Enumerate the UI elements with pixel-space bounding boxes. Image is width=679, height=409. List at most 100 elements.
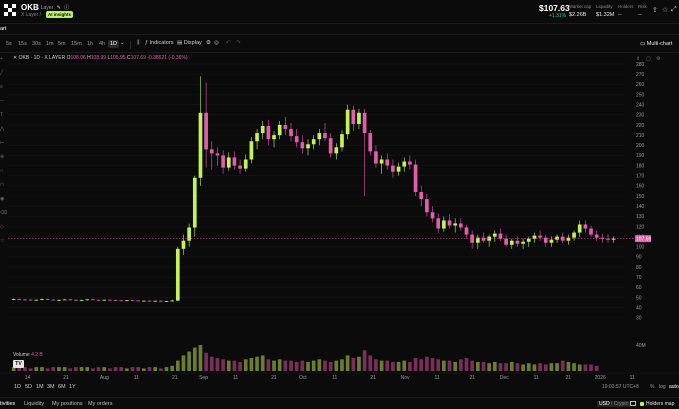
multi-chart-label: Multi-chart bbox=[646, 41, 673, 47]
volume-bar bbox=[492, 361, 497, 371]
candle-body bbox=[577, 224, 582, 233]
timeframe-1m[interactable]: 1m bbox=[46, 41, 54, 47]
candle-body bbox=[181, 240, 186, 249]
candle-body bbox=[130, 300, 135, 302]
y-tick-label: 240 bbox=[636, 102, 645, 108]
price-chart[interactable]: 3040506070809010011012013014015016017018… bbox=[0, 53, 679, 383]
stat-label: Risk bbox=[638, 4, 647, 9]
volume-bar bbox=[136, 367, 141, 371]
ruler-icon[interactable]: ⊢ bbox=[0, 140, 5, 146]
volume-bar bbox=[442, 360, 446, 371]
network-label: X Layer bbox=[36, 5, 54, 11]
gear-icon[interactable]: ⚙ bbox=[656, 56, 661, 62]
range-1d[interactable]: 1D bbox=[14, 384, 22, 390]
tab-my-orders[interactable]: My orders bbox=[88, 401, 113, 407]
move-icon[interactable]: ⇕ bbox=[636, 56, 641, 62]
candle-body bbox=[306, 144, 310, 149]
timeframe-30s[interactable]: 30s bbox=[32, 41, 41, 47]
timeframe-5m[interactable]: 5m bbox=[58, 41, 66, 47]
tradingview-logo[interactable]: TV bbox=[13, 360, 24, 368]
candle-body bbox=[289, 129, 293, 137]
x-tick-label: 11 bbox=[434, 375, 439, 381]
undo-icon[interactable]: ↶ bbox=[226, 40, 231, 46]
volume-bar bbox=[487, 363, 491, 371]
holders-map-button[interactable]: Holders map bbox=[640, 401, 674, 407]
volume-bar bbox=[447, 360, 452, 371]
range-1m[interactable]: 1M bbox=[36, 384, 44, 390]
range-bar: 1D 5D 1M 3M 6M 1Y 19:03:57 UTC+8 % log a… bbox=[0, 383, 679, 393]
timeframe-1h[interactable]: 1h bbox=[87, 41, 94, 47]
trash-icon[interactable]: ⌫ bbox=[0, 210, 8, 216]
layers-icon[interactable]: ◇ bbox=[0, 224, 4, 230]
volume-bar bbox=[204, 352, 208, 371]
currency-toggle[interactable]: USD / Crypto bbox=[597, 401, 631, 407]
x-tick-label: 21 bbox=[370, 375, 376, 381]
text-icon[interactable]: T bbox=[0, 112, 4, 118]
timeframe-1d[interactable]: 1D bbox=[108, 40, 120, 48]
eye-icon[interactable]: ◉ bbox=[0, 196, 5, 202]
candle-body bbox=[396, 166, 401, 172]
lock-icon[interactable]: ⊓ bbox=[0, 182, 4, 188]
volume-bar bbox=[396, 361, 401, 371]
expand-icon[interactable]: ⤢ bbox=[671, 6, 677, 13]
monitor-icon[interactable] bbox=[630, 401, 636, 406]
ai-insights-badge[interactable]: AI insights bbox=[46, 11, 74, 18]
star-icon[interactable]: ☆ bbox=[662, 7, 669, 14]
candle-body bbox=[498, 233, 503, 239]
range-3m[interactable]: 3M bbox=[47, 384, 55, 390]
price-change: +1.31% bbox=[549, 13, 567, 19]
candle-body bbox=[198, 112, 203, 178]
edit-icon[interactable]: ✎ bbox=[56, 5, 61, 11]
share-icon[interactable]: ⇪ bbox=[652, 7, 658, 14]
candle-body bbox=[351, 109, 356, 124]
timeframe-15m[interactable]: 15m bbox=[71, 41, 82, 47]
display-button[interactable]: ▤ Display bbox=[177, 40, 202, 46]
tab-liquidity[interactable]: Liquidity bbox=[24, 401, 45, 407]
display-icon: ▤ bbox=[177, 40, 183, 46]
close-icon[interactable]: ✕ bbox=[13, 55, 18, 61]
candle-body bbox=[215, 153, 220, 156]
volume-bar bbox=[113, 367, 118, 371]
candle-type-icon[interactable]: ⫼ bbox=[137, 40, 140, 46]
crosshair-icon[interactable]: + bbox=[0, 56, 3, 62]
chevron-down-icon[interactable]: ⌄ bbox=[120, 40, 125, 46]
pattern-icon[interactable]: ⋀ bbox=[0, 126, 5, 132]
y-tick-label: 130 bbox=[636, 214, 645, 220]
auto-scale-button[interactable]: auto bbox=[669, 384, 679, 390]
range-5d[interactable]: 5D bbox=[25, 384, 33, 390]
range-6m[interactable]: 6M bbox=[58, 384, 66, 390]
zoom-icon[interactable]: ⊕ bbox=[0, 154, 5, 160]
range-1y[interactable]: 1Y bbox=[69, 384, 76, 390]
tab-my-positions[interactable]: My positions bbox=[52, 401, 83, 407]
y-tick-label: 60 bbox=[636, 285, 642, 291]
timeframe-15s[interactable]: 15s bbox=[18, 41, 27, 47]
multi-chart-button[interactable]: ▭ Multi-chart bbox=[640, 41, 672, 47]
brush-icon[interactable]: ∼ bbox=[0, 98, 5, 104]
y-tick-label: 250 bbox=[636, 92, 645, 98]
settings-icon[interactable]: ⚙ bbox=[206, 40, 211, 46]
screenshot-icon[interactable]: ◎ bbox=[214, 40, 219, 46]
indicators-button[interactable]: ƒ Indicators bbox=[145, 40, 173, 46]
info-icon[interactable]: ⓘ bbox=[64, 5, 70, 11]
magnet-icon[interactable]: ∩ bbox=[0, 168, 4, 174]
fib-icon[interactable]: ≡ bbox=[0, 84, 3, 90]
volume-bar bbox=[300, 360, 305, 371]
star-icon[interactable]: ☆ bbox=[0, 238, 5, 244]
percent-scale-button[interactable]: % bbox=[650, 384, 655, 390]
redo-icon[interactable]: ↷ bbox=[236, 40, 241, 46]
maximize-icon[interactable]: ▢ bbox=[646, 56, 651, 62]
timeframe-4h[interactable]: 4h bbox=[99, 41, 106, 47]
trendline-icon[interactable]: ╱ bbox=[0, 70, 4, 76]
candle-body bbox=[243, 159, 248, 169]
candle-body bbox=[147, 300, 152, 302]
utc-clock[interactable]: 19:03:57 UTC+8 bbox=[602, 384, 639, 390]
stat-risk: Risk -- bbox=[638, 4, 647, 18]
candle-body bbox=[453, 223, 458, 226]
candle-body bbox=[300, 142, 305, 149]
timeframe-5s[interactable]: 5s bbox=[6, 41, 12, 47]
candle-body bbox=[158, 300, 163, 302]
candle-body bbox=[589, 228, 593, 235]
log-scale-button[interactable]: log bbox=[659, 384, 666, 390]
candle-body bbox=[543, 237, 548, 243]
tab-activities[interactable]: tivities bbox=[0, 401, 16, 407]
